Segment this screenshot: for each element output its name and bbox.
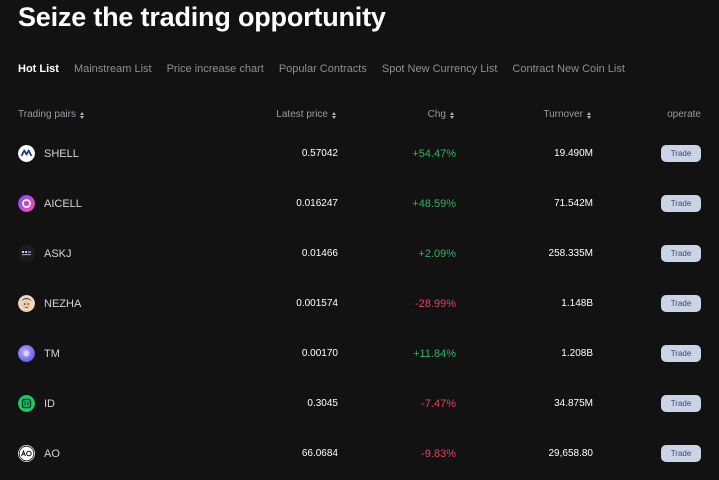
list-tabs: Hot List Mainstream List Price increase …	[18, 61, 640, 77]
column-header-trading-pairs[interactable]: Trading pairs	[18, 107, 84, 123]
latest-price: 0.3045	[307, 398, 338, 409]
tab-mainstream-list[interactable]: Mainstream List	[73, 63, 152, 75]
trade-button[interactable]: Trade	[661, 245, 701, 262]
turnover-value: 19.490M	[554, 148, 593, 159]
trade-button[interactable]: Trade	[661, 395, 701, 412]
trading-pair-name: AO	[44, 448, 60, 460]
column-header-latest-price[interactable]: Latest price	[276, 107, 336, 123]
trade-button[interactable]: Trade	[661, 345, 701, 362]
trading-pair-name: TM	[44, 348, 60, 360]
id-coin-icon	[18, 395, 35, 412]
table-row[interactable]: TM 0.00170 +11.84% 1.208B Trade	[0, 342, 719, 366]
tab-spot-new-currency-list[interactable]: Spot New Currency List	[381, 63, 498, 75]
sort-icon	[450, 111, 454, 119]
tm-coin-icon	[18, 345, 35, 362]
latest-price: 66.0684	[301, 448, 338, 459]
trading-pair-name: ASKJ	[44, 248, 72, 260]
change-percent: -7.47%	[421, 398, 456, 410]
turnover-value: 29,658.80	[548, 448, 594, 459]
page-title: Seize the trading opportunity	[18, 2, 386, 32]
change-percent: +11.84%	[413, 348, 456, 360]
sort-icon	[80, 111, 84, 119]
trade-button[interactable]: Trade	[661, 445, 701, 462]
trading-pair-name: ID	[44, 398, 55, 410]
tab-popular-contracts[interactable]: Popular Contracts	[278, 63, 367, 75]
column-header-turnover[interactable]: Turnover	[543, 107, 591, 123]
table-row[interactable]: NEZHA 0.001574 -28.99% 1.148B Trade	[0, 292, 719, 316]
sort-icon	[587, 111, 591, 119]
nezha-coin-icon	[18, 295, 35, 312]
table-row[interactable]: AICELL 0.016247 +48.59% 71.542M Trade	[0, 192, 719, 216]
latest-price: 0.57042	[301, 148, 338, 159]
column-header-label: Latest price	[276, 109, 328, 120]
sort-icon	[332, 111, 336, 119]
latest-price: 0.001574	[296, 298, 338, 309]
table-row[interactable]: ASKJ 0.01466 +2.09% 258.335M Trade	[0, 242, 719, 266]
change-percent: +54.47%	[412, 148, 456, 160]
askj-coin-icon	[18, 245, 35, 262]
turnover-value: 34.875M	[554, 398, 593, 409]
aicell-coin-icon	[18, 195, 35, 212]
change-percent: +2.09%	[418, 248, 456, 260]
column-header-label: Chg	[427, 109, 446, 120]
column-header-operate: operate	[667, 107, 701, 123]
column-header-label: Trading pairs	[18, 109, 76, 120]
change-percent: +48.59%	[412, 198, 456, 210]
turnover-value: 1.148B	[561, 298, 593, 309]
turnover-value: 1.208B	[561, 348, 593, 359]
turnover-value: 71.542M	[554, 198, 593, 209]
trading-pair-name: AICELL	[44, 198, 82, 210]
ao-coin-icon	[18, 445, 35, 462]
trading-pair-name: NEZHA	[44, 298, 82, 310]
trade-button[interactable]: Trade	[661, 145, 701, 162]
latest-price: 0.016247	[296, 198, 338, 209]
change-percent: -28.99%	[415, 298, 456, 310]
trading-pair-name: SHELL	[44, 148, 79, 160]
column-header-label: operate	[667, 109, 701, 120]
table-row[interactable]: SHELL 0.57042 +54.47% 19.490M Trade	[0, 142, 719, 166]
latest-price: 0.00170	[301, 348, 338, 359]
latest-price: 0.01466	[301, 248, 338, 259]
change-percent: -9.83%	[421, 448, 456, 460]
shell-coin-icon	[18, 145, 35, 162]
trade-button[interactable]: Trade	[661, 195, 701, 212]
tab-price-increase-chart[interactable]: Price increase chart	[166, 63, 264, 75]
tab-contract-new-coin-list[interactable]: Contract New Coin List	[512, 63, 625, 75]
turnover-value: 258.335M	[548, 248, 593, 259]
column-header-chg[interactable]: Chg	[428, 107, 454, 123]
column-header-label: Turnover	[543, 109, 583, 120]
table-row[interactable]: AO 66.0684 -9.83% 29,658.80 Trade	[0, 442, 719, 466]
trade-button[interactable]: Trade	[661, 295, 701, 312]
table-row[interactable]: ID 0.3045 -7.47% 34.875M Trade	[0, 392, 719, 416]
tab-hot-list[interactable]: Hot List	[18, 63, 59, 75]
